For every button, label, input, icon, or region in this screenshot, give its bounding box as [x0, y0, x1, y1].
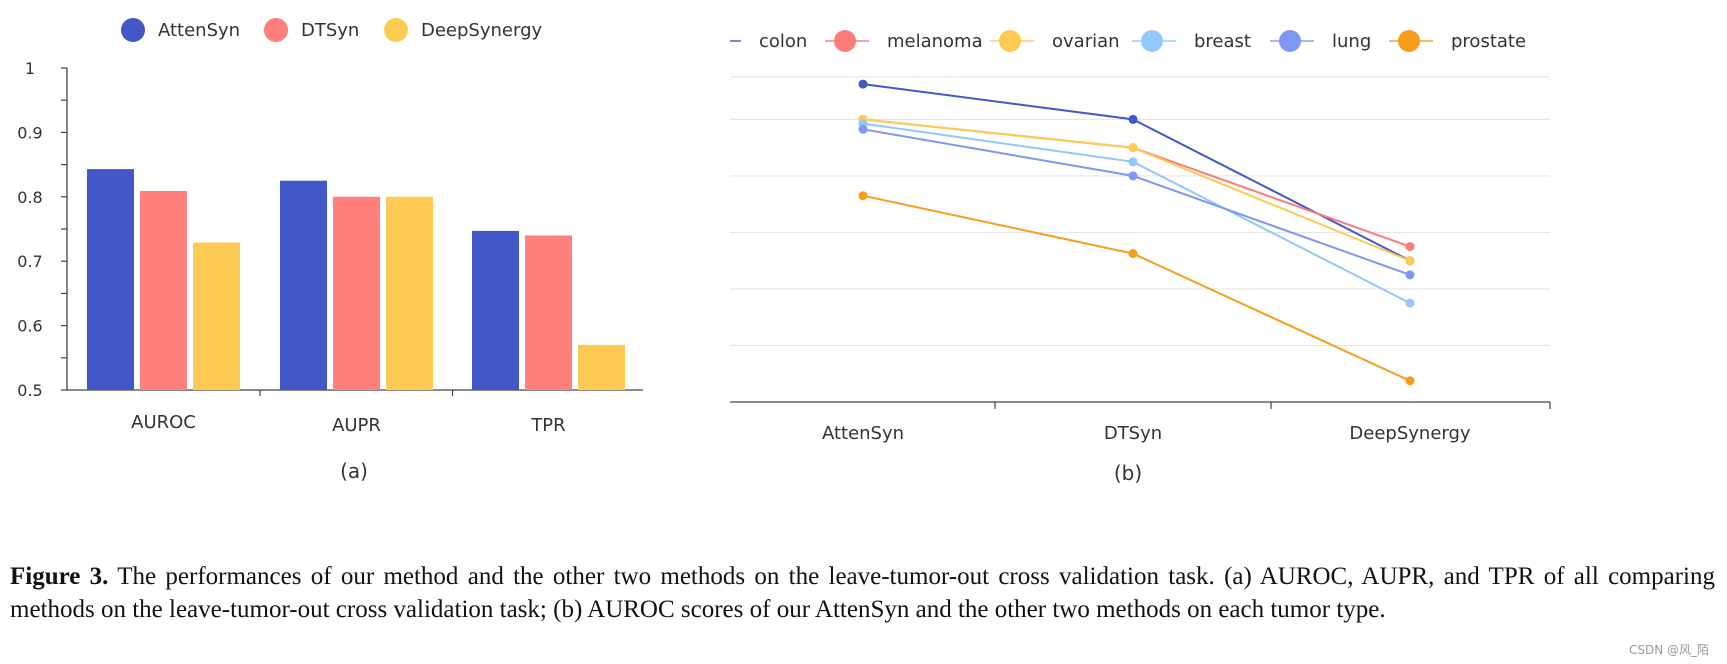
y-tick-label: 0.7	[17, 252, 42, 271]
bar-dtsyn-aupr	[333, 196, 380, 390]
point-ovarian-dtsyn	[1128, 143, 1138, 153]
line-chart-b: colonmelanomaovarianbreastlungprostate0.…	[730, 30, 1551, 485]
chart-b-sublabel: (b)	[1114, 461, 1142, 485]
legend-label-breast: breast	[1194, 31, 1251, 52]
x-tick-label: AttenSyn	[822, 423, 904, 444]
point-colon-dtsyn	[1128, 114, 1138, 124]
series-line-colon	[862, 83, 1411, 262]
bar-dtsyn-tpr	[525, 235, 572, 390]
point-melanoma-deepsynergy	[1405, 242, 1415, 252]
bar-attensyn-auroc	[87, 169, 134, 390]
x-tick-label: AUPR	[332, 415, 381, 436]
bar-deepsynergy-auroc	[193, 242, 240, 390]
legend-marker-attensyn	[121, 18, 145, 42]
x-tick-label: TPR	[530, 415, 565, 436]
legend-label-colon: colon	[759, 31, 807, 52]
legend-marker-prostate	[1398, 30, 1420, 52]
point-breast-deepsynergy	[1405, 298, 1415, 308]
bar-chart-a: AttenSyn DTSyn DeepSynergy 0.5 0.6 0.7 0.8 0.9 1…	[17, 18, 643, 483]
legend-label-dtsyn: DTSyn	[301, 20, 359, 41]
legend-marker-lung	[1279, 30, 1301, 52]
point-lung-dtsyn	[1128, 171, 1138, 181]
legend-marker-deepsynergy	[384, 18, 408, 42]
watermark: CSDN @风_陌	[1628, 643, 1709, 657]
bar-deepsynergy-aupr	[386, 196, 433, 390]
caption-text: The performances of our method and the o…	[10, 563, 1715, 623]
bar-attensyn-tpr	[472, 230, 519, 390]
series-line-prostate	[862, 194, 1411, 382]
figure-caption: Figure 3. The performances of our method…	[10, 560, 1715, 626]
y-tick-label: 0.6	[17, 317, 42, 336]
point-prostate-attensyn	[858, 191, 868, 201]
series-line-ovarian	[862, 118, 1411, 262]
y-tick-label: 0.9	[17, 123, 42, 142]
x-tick-label: DeepSynergy	[1349, 423, 1471, 444]
point-prostate-deepsynergy	[1405, 376, 1415, 386]
x-tick-label: DTSyn	[1104, 423, 1162, 444]
point-breast-dtsyn	[1128, 157, 1138, 167]
legend-marker-ovarian	[999, 30, 1021, 52]
point-prostate-dtsyn	[1128, 249, 1138, 259]
legend-label-melanoma: melanoma	[887, 31, 983, 52]
legend-label-prostate: prostate	[1451, 31, 1526, 52]
legend-label-ovarian: ovarian	[1052, 31, 1120, 52]
point-colon-attensyn	[858, 79, 868, 89]
caption-label: Figure 3.	[10, 563, 109, 590]
bar-deepsynergy-tpr	[578, 344, 625, 390]
x-tick-label: AUROC	[131, 412, 196, 433]
legend-label-attensyn: AttenSyn	[158, 20, 240, 41]
legend-marker-dtsyn	[264, 18, 288, 42]
point-lung-deepsynergy	[1405, 270, 1415, 280]
legend-label-lung: lung	[1332, 31, 1371, 52]
bar-attensyn-aupr	[280, 180, 327, 390]
chart-a-sublabel: (a)	[340, 459, 368, 483]
bar-dtsyn-auroc	[140, 191, 187, 390]
legend-label-deepsynergy: DeepSynergy	[421, 20, 543, 41]
y-tick-label: 0.5	[17, 381, 42, 400]
legend-marker-breast	[1141, 30, 1163, 52]
point-ovarian-deepsynergy	[1405, 256, 1415, 266]
legend-marker-melanoma	[834, 30, 856, 52]
point-lung-attensyn	[858, 124, 868, 134]
y-tick-label: 0.8	[17, 188, 42, 207]
y-tick-label: 1	[25, 59, 35, 78]
